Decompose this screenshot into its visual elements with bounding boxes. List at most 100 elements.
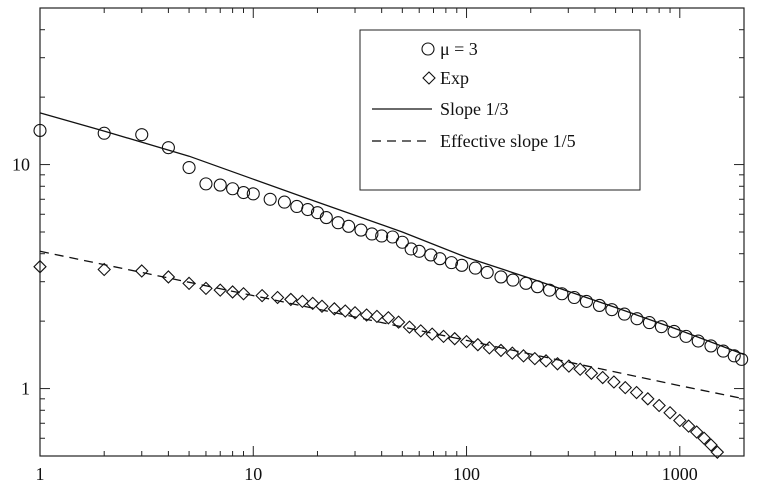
diamond-data-point xyxy=(338,304,353,318)
circle-data-point xyxy=(555,287,569,301)
circle-data-point xyxy=(213,178,227,192)
fit-lines xyxy=(39,112,745,400)
circle-data-point xyxy=(480,265,494,279)
diamond-data-point xyxy=(629,385,644,400)
diamond-data-point xyxy=(348,305,362,320)
diamond-data-point xyxy=(595,370,610,385)
diamond-data-point xyxy=(327,302,342,316)
x-tick-label: 1 xyxy=(36,464,45,484)
diamond-data-point xyxy=(391,315,406,329)
circle-data-point xyxy=(277,195,291,209)
circle-data-point xyxy=(444,256,459,270)
circle-data-point xyxy=(395,235,409,249)
circle-data-point xyxy=(97,126,111,140)
y-tick-label: 10 xyxy=(12,155,30,175)
diamond-data-point xyxy=(539,354,553,368)
diamond-data-point xyxy=(213,283,228,297)
circle-data-point xyxy=(530,280,544,294)
diamond-data-point xyxy=(528,351,542,366)
diamond-data-point xyxy=(607,375,621,389)
circle-data-point xyxy=(161,141,175,155)
circle-data-point xyxy=(716,344,730,358)
circle-data-point xyxy=(630,312,644,326)
circle-data-point xyxy=(319,211,333,225)
x-tick-label: 1000 xyxy=(662,464,698,484)
diamond-data-point xyxy=(236,286,251,301)
diamond-data-point xyxy=(225,285,240,299)
diamond-data-point xyxy=(584,366,599,381)
diamond-data-point xyxy=(161,270,176,284)
x-tick-label: 10 xyxy=(244,464,262,484)
diamond-data-point xyxy=(33,259,47,274)
effective-slope-line xyxy=(39,250,745,400)
circle-data-point xyxy=(506,273,520,287)
circle-data-point xyxy=(301,202,315,217)
circle-data-point xyxy=(455,258,469,272)
diamond-data-point xyxy=(641,392,655,406)
circle-data-point xyxy=(412,244,426,258)
circle-data-point xyxy=(642,316,656,330)
diamond-data-point xyxy=(689,425,704,439)
diamond-data-point xyxy=(315,299,329,314)
diamond-data-point xyxy=(652,398,666,413)
diamond-data-point xyxy=(370,309,384,324)
diamond-data-point xyxy=(494,343,508,358)
axis-tick-labels: 1 10 100 1000 1 10 xyxy=(12,155,698,484)
legend-circle-marker xyxy=(421,42,435,56)
circle-data-point xyxy=(182,160,196,175)
circle-data-point xyxy=(246,187,260,201)
circle-data-point xyxy=(433,252,447,266)
circle-data-point xyxy=(567,290,581,305)
circle-data-point xyxy=(135,128,149,142)
diamond-data-point xyxy=(573,362,587,377)
diamond-data-point xyxy=(402,320,417,334)
diamond-data-point xyxy=(182,276,196,291)
circle-data-point xyxy=(236,186,251,200)
diamond-data-point xyxy=(359,308,374,322)
circle-data-point xyxy=(691,334,705,348)
axis-ticks xyxy=(39,7,745,457)
circle-data-point xyxy=(263,192,277,206)
diamond-data-point xyxy=(550,357,565,371)
circle-data-point xyxy=(494,270,508,284)
circle-data-point xyxy=(679,329,693,343)
data-markers xyxy=(33,123,749,459)
diamond-data-point xyxy=(471,337,485,352)
diamond-data-point xyxy=(482,341,497,355)
legend-label-exp: Exp xyxy=(440,68,469,88)
diamond-data-point xyxy=(681,419,696,433)
y-tick-label: 1 xyxy=(21,379,30,399)
diamond-data-point xyxy=(436,329,451,344)
diamond-data-point xyxy=(134,264,149,278)
circle-data-point xyxy=(33,123,47,138)
diamond-data-point xyxy=(516,349,531,363)
diamond-data-point xyxy=(305,296,320,311)
diamond-data-point xyxy=(663,405,677,420)
circle-data-point xyxy=(199,177,213,191)
diamond-data-point xyxy=(381,311,396,325)
circle-data-point xyxy=(290,199,304,214)
circle-data-point xyxy=(375,229,389,243)
x-tick-label: 100 xyxy=(453,464,480,484)
diamond-data-point xyxy=(199,281,213,296)
slope-line xyxy=(39,112,745,356)
circle-data-point xyxy=(424,248,438,262)
diamond-data-point xyxy=(710,445,725,459)
circle-data-point xyxy=(654,320,668,334)
diamond-data-point xyxy=(618,380,633,395)
legend-label-slope: Slope 1/3 xyxy=(440,99,509,119)
circle-data-point xyxy=(735,352,749,366)
diamond-data-point xyxy=(697,431,711,446)
diamond-data-point xyxy=(447,331,462,346)
diamond-data-point xyxy=(505,346,520,360)
circle-data-point xyxy=(592,298,607,313)
diamond-data-point xyxy=(459,334,474,349)
circle-data-point xyxy=(404,242,418,256)
circle-data-point xyxy=(704,339,718,353)
diamond-data-point xyxy=(97,262,111,277)
circle-data-point xyxy=(342,219,356,233)
circle-data-point xyxy=(727,349,741,363)
diamond-data-point xyxy=(413,324,428,338)
circle-data-point xyxy=(605,303,619,317)
